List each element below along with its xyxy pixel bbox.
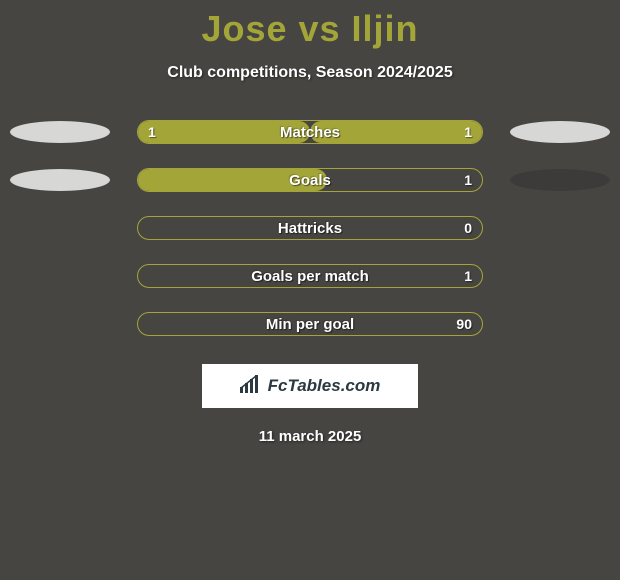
stat-bar-left-fill	[138, 169, 327, 191]
player-left-marker	[10, 121, 110, 143]
stat-row: 1Goals	[0, 168, 620, 192]
stat-right-value: 0	[464, 220, 472, 236]
comparison-title: Jose vs Iljin	[0, 0, 620, 50]
stat-bar: 0Hattricks	[137, 216, 483, 240]
stat-right-value: 1	[464, 268, 472, 284]
bars-icon	[240, 375, 262, 398]
player-right-marker	[510, 121, 610, 143]
stat-label: Goals per match	[138, 268, 482, 285]
stat-right-value: 1	[464, 172, 472, 188]
stat-label: Min per goal	[138, 316, 482, 333]
stat-bar: 11Matches	[137, 120, 483, 144]
stat-row: 90Min per goal	[0, 312, 620, 336]
brand-text: FcTables.com	[268, 376, 381, 396]
stat-right-value: 90	[456, 316, 472, 332]
comparison-subtitle: Club competitions, Season 2024/2025	[0, 64, 620, 82]
stat-bar: 1Goals	[137, 168, 483, 192]
stats-rows: 11Matches1Goals0Hattricks1Goals per matc…	[0, 120, 620, 336]
footer-date: 11 march 2025	[0, 428, 620, 445]
stat-row: 0Hattricks	[0, 216, 620, 240]
brand-badge[interactable]: FcTables.com	[202, 364, 418, 408]
stat-row: 11Matches	[0, 120, 620, 144]
player-left-marker	[10, 169, 110, 191]
stat-left-value: 1	[148, 124, 156, 140]
stat-row: 1Goals per match	[0, 264, 620, 288]
stat-bar-left-fill	[138, 121, 310, 143]
player-right-marker	[510, 169, 610, 191]
stat-bar: 90Min per goal	[137, 312, 483, 336]
stat-bar: 1Goals per match	[137, 264, 483, 288]
stat-right-value: 1	[464, 124, 472, 140]
stat-bar-right-fill	[310, 121, 482, 143]
stat-label: Hattricks	[138, 220, 482, 237]
